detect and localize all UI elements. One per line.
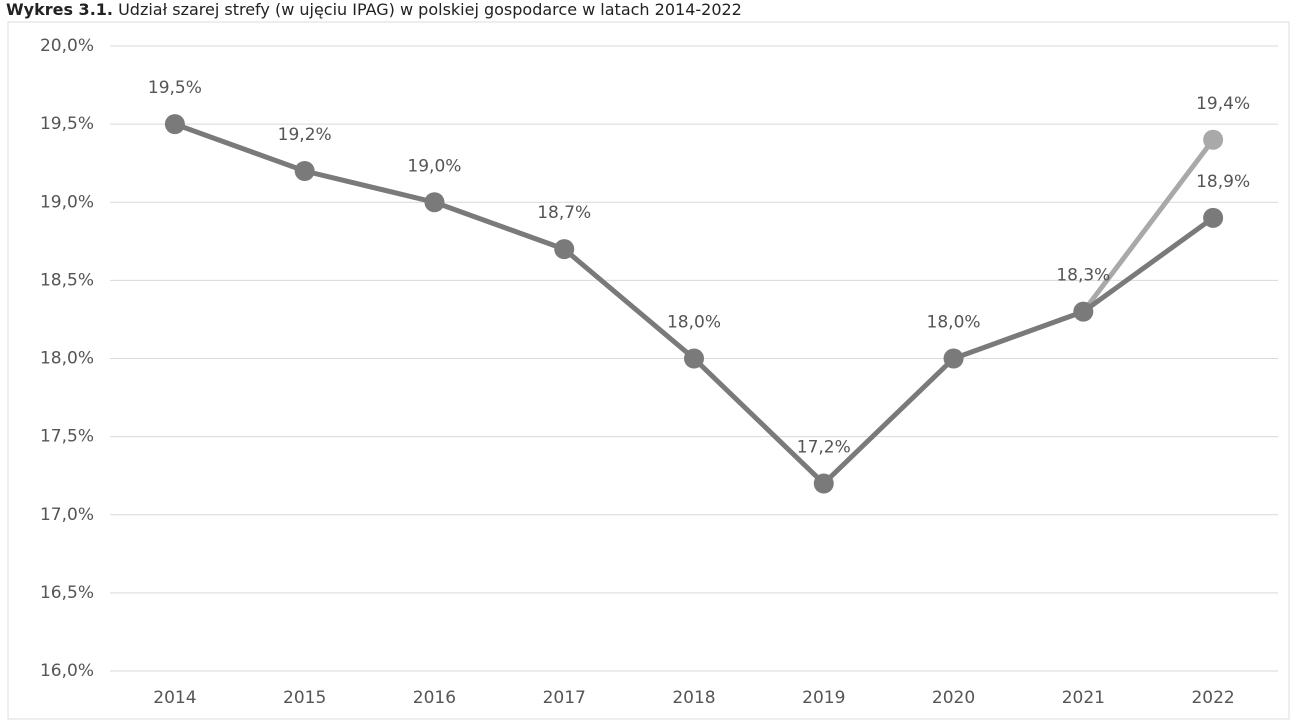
data-point	[1203, 207, 1224, 228]
y-tick-label: 18,0%	[40, 349, 94, 369]
x-tick-label: 2020	[932, 688, 975, 708]
x-tick-label: 2018	[672, 688, 715, 708]
y-tick-label: 20,0%	[40, 36, 94, 56]
chart-frame	[7, 21, 1290, 720]
data-point	[554, 239, 575, 260]
data-label: 18,9%	[1196, 172, 1250, 192]
data-point	[1073, 301, 1094, 322]
data-label: 18,7%	[537, 203, 591, 223]
data-label: 19,2%	[278, 125, 332, 145]
data-point	[813, 473, 834, 494]
x-tick-label: 2021	[1062, 688, 1105, 708]
data-label: 18,0%	[927, 313, 981, 333]
data-point	[684, 348, 704, 369]
x-tick-label: 2019	[802, 688, 845, 708]
x-tick-label: 2017	[543, 688, 586, 708]
data-label: 19,0%	[407, 156, 461, 176]
data-label: 18,3%	[1056, 266, 1110, 286]
data-point	[424, 192, 445, 213]
data-label: 19,5%	[148, 78, 202, 98]
y-tick-label: 16,0%	[40, 661, 94, 681]
data-label: 19,4%	[1196, 94, 1250, 114]
y-tick-label: 19,0%	[40, 192, 94, 212]
y-tick-label: 17,0%	[40, 505, 94, 525]
x-tick-label: 2022	[1191, 688, 1234, 708]
series-line	[1081, 138, 1216, 314]
data-label: 18,0%	[667, 313, 721, 333]
data-point	[164, 114, 185, 135]
title-text: Udział szarej strefy (w ujęciu IPAG) w p…	[118, 0, 742, 19]
y-tick-label: 17,5%	[40, 427, 94, 447]
data-point	[1203, 129, 1224, 150]
x-tick-label: 2014	[153, 688, 196, 708]
y-tick-label: 19,5%	[40, 114, 94, 134]
y-tick-label: 16,5%	[40, 583, 94, 603]
x-tick-label: 2016	[413, 688, 456, 708]
x-tick-label: 2015	[283, 688, 326, 708]
data-point	[294, 161, 315, 181]
title-prefix: Wykres 3.1.	[6, 0, 113, 19]
data-label: 17,2%	[797, 438, 851, 458]
series-line	[174, 121, 1215, 487]
data-point	[943, 348, 964, 369]
chart-title: Wykres 3.1. Udział szarej strefy (w ujęc…	[6, 0, 742, 19]
y-tick-label: 18,5%	[40, 270, 94, 290]
